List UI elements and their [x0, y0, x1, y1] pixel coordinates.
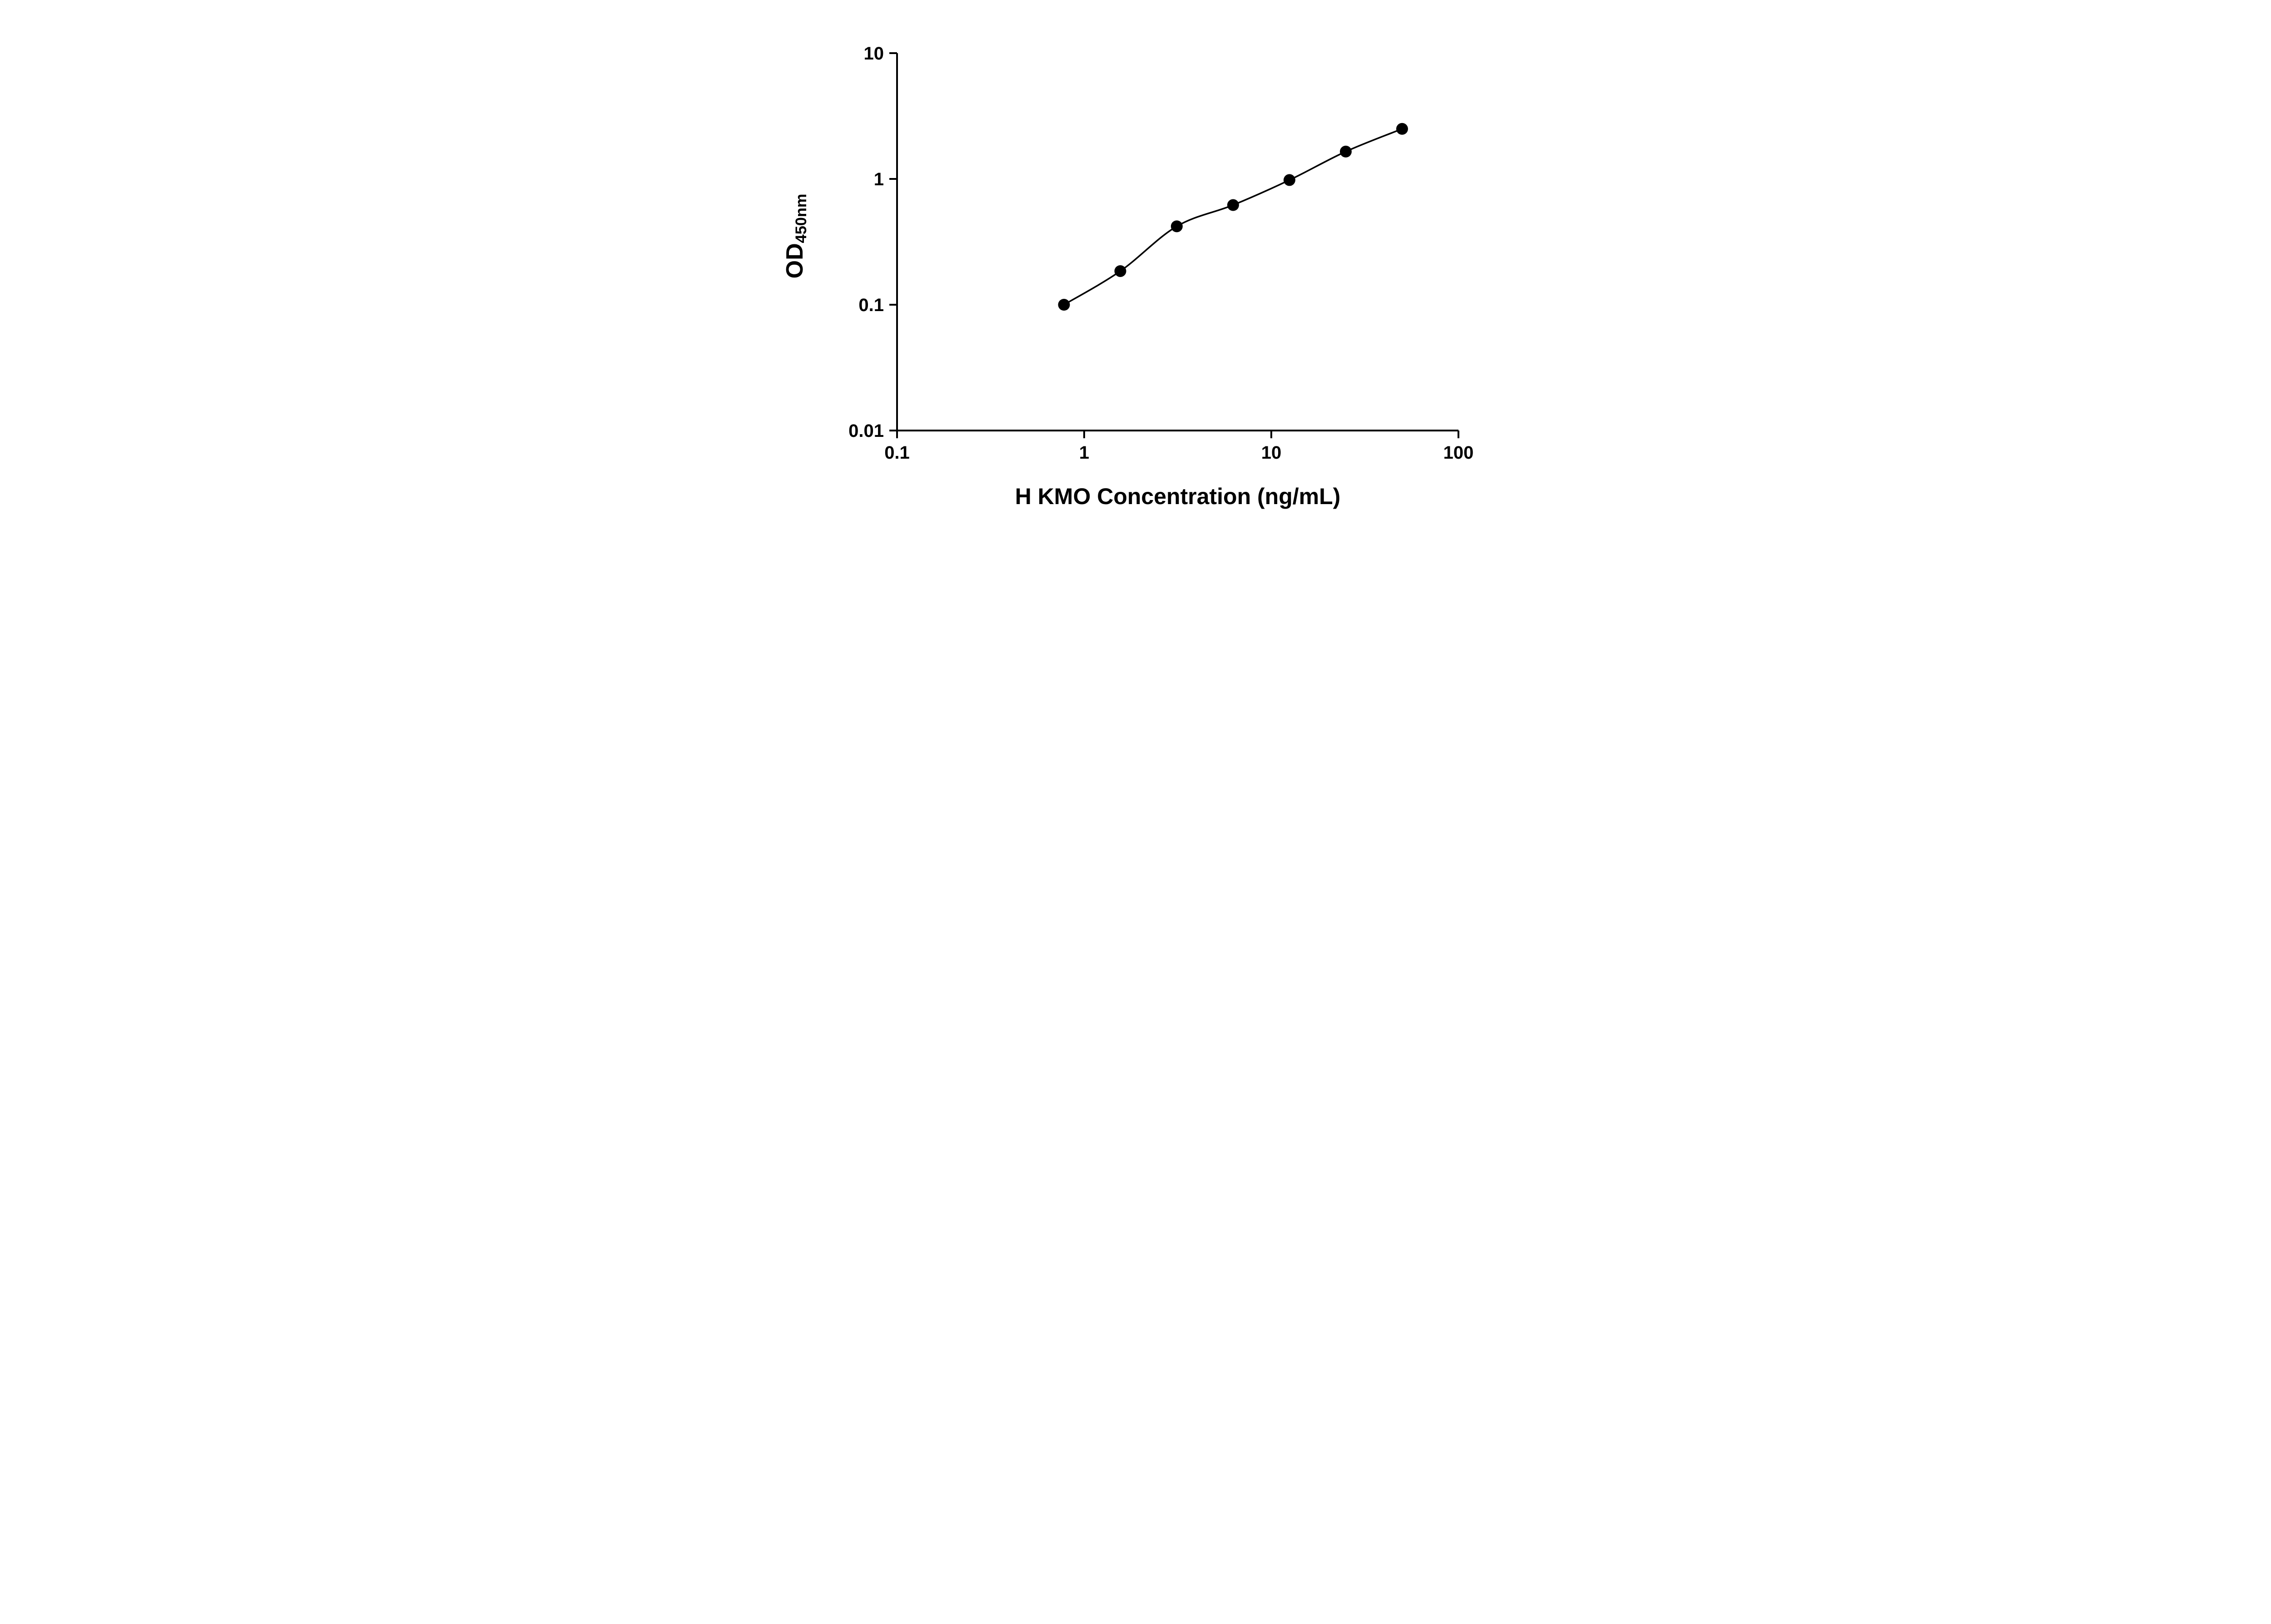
y-tick-label: 1: [874, 169, 884, 189]
x-axis-title: H KMO Concentration (ng/mL): [1015, 484, 1341, 509]
y-tick-label: 0.01: [848, 421, 884, 441]
y-axis-title-main: OD: [782, 243, 808, 279]
data-point: [1114, 265, 1126, 277]
x-tick-label: 100: [1443, 443, 1474, 463]
data-point: [1396, 123, 1408, 135]
data-point: [1283, 174, 1295, 186]
y-axis-title-subscript: 450nm: [792, 193, 810, 243]
data-point: [1170, 220, 1183, 233]
x-tick-label: 0.1: [884, 443, 910, 463]
x-tick-label: 10: [1261, 443, 1282, 463]
fit-line: [1063, 128, 1403, 306]
y-tick-label: 10: [864, 44, 884, 64]
y-tick-label: 0.1: [858, 295, 884, 315]
x-tick-label: 1: [1079, 443, 1089, 463]
data-point: [1339, 145, 1352, 158]
data-point: [1058, 299, 1070, 311]
y-axis-title: OD450nm: [777, 145, 813, 327]
standard-curve-figure: 0.01 0.1 1 10 0.1 1 10 100 OD450nm H KMO Concen…: [747, 0, 1524, 541]
data-point: [1227, 199, 1239, 211]
